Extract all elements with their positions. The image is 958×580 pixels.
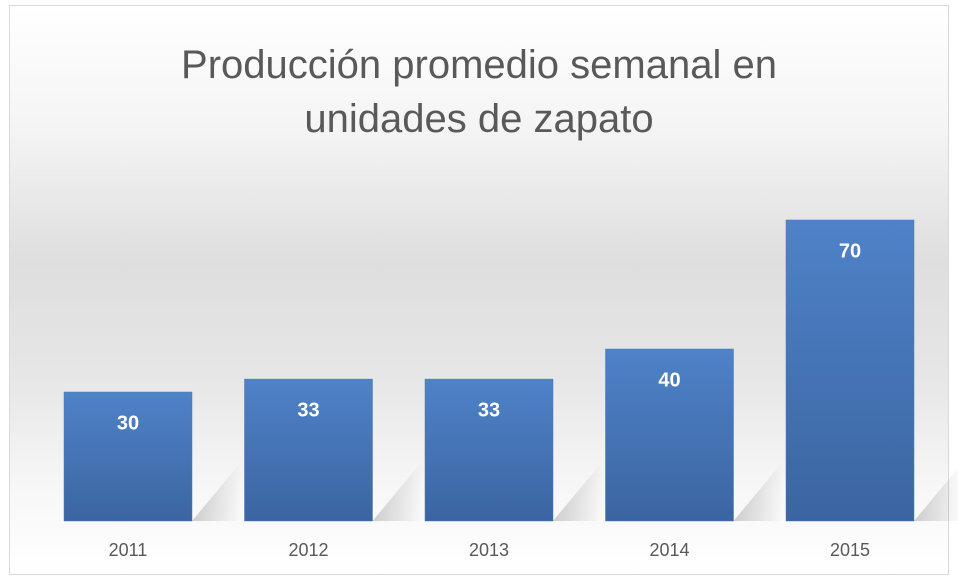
x-tick-label: 2011 [109,540,148,560]
x-tick-label: 2014 [649,540,689,560]
bar-shadow [733,461,784,521]
data-label: 33 [297,399,319,421]
bar-shadow [192,461,242,521]
x-tick-label: 2015 [830,540,870,560]
chart-title: Producción promedio semanal en unidades … [181,43,777,141]
data-label: 40 [658,369,680,391]
bar [605,348,734,522]
bar-shadow [553,461,603,521]
x-tick-label: 2012 [288,540,328,560]
bar [785,219,915,522]
bar-shadow [372,461,423,521]
data-label: 30 [117,412,139,434]
x-tick-label: 2013 [469,540,509,560]
bar [63,391,193,522]
data-label: 70 [839,240,861,262]
bar [244,378,373,522]
bar [424,378,554,522]
bar-shadow [914,468,958,521]
data-label: 33 [478,399,500,421]
